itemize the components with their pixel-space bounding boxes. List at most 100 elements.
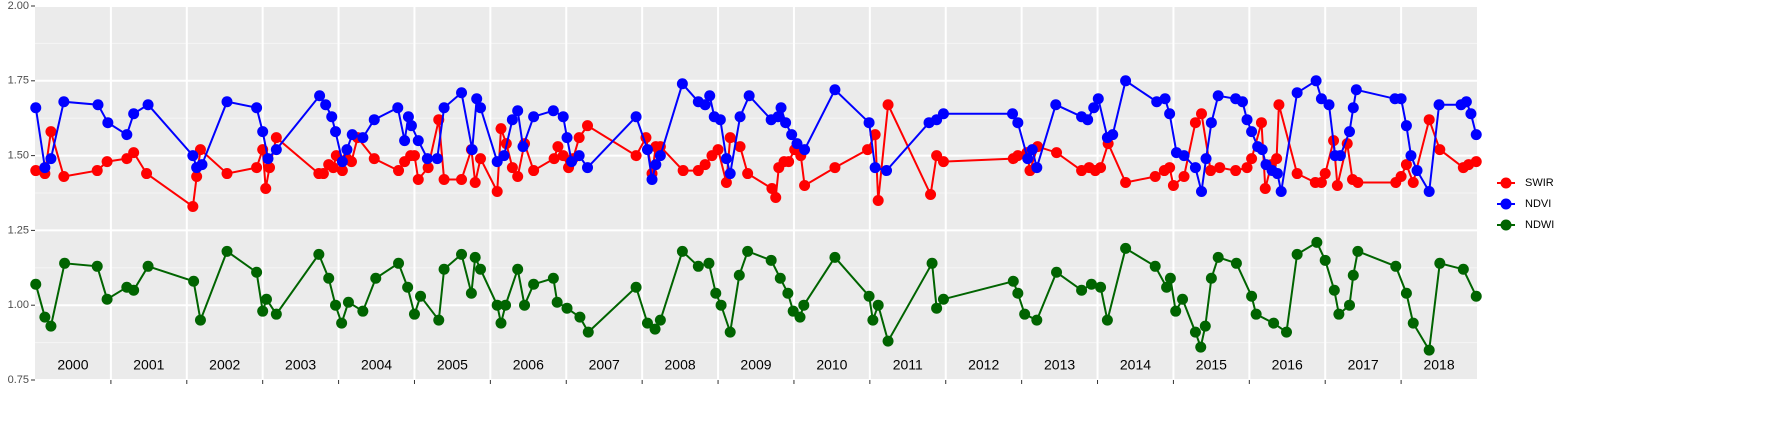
data-point <box>1291 168 1303 180</box>
data-point <box>882 99 894 111</box>
data-point <box>654 150 666 162</box>
data-point <box>191 171 203 183</box>
data-point <box>794 311 806 323</box>
data-point <box>1246 290 1258 302</box>
data-point <box>357 132 369 144</box>
data-point <box>766 183 778 195</box>
data-point <box>720 153 732 165</box>
data-point <box>491 186 503 198</box>
data-point <box>1433 99 1445 111</box>
data-point <box>1205 165 1217 177</box>
data-point <box>1076 284 1088 296</box>
data-point <box>1012 117 1024 129</box>
data-point <box>438 174 450 186</box>
data-point <box>1196 108 1208 120</box>
data-point <box>1470 290 1482 302</box>
data-point <box>421 153 433 165</box>
data-point <box>264 162 276 174</box>
data-point <box>431 153 443 165</box>
data-point <box>30 102 42 114</box>
data-point <box>881 165 893 177</box>
data-point <box>341 144 353 156</box>
data-point <box>1007 108 1019 120</box>
data-point <box>1319 254 1331 266</box>
data-point <box>791 138 803 150</box>
data-point <box>1120 75 1132 87</box>
data-point <box>528 278 540 290</box>
data-point <box>59 257 71 269</box>
data-point <box>45 320 57 332</box>
data-point <box>346 129 358 141</box>
data-point <box>724 326 736 338</box>
data-point <box>829 84 841 96</box>
data-point <box>1051 266 1063 278</box>
year-label: 2015 <box>1196 357 1227 373</box>
data-point <box>882 335 894 347</box>
data-point <box>1323 99 1335 111</box>
data-point <box>867 314 879 326</box>
data-point <box>704 90 716 102</box>
data-point <box>336 156 348 168</box>
data-point <box>45 126 57 138</box>
data-point <box>469 177 481 189</box>
data-point <box>582 162 594 174</box>
data-point <box>1347 102 1359 114</box>
data-point <box>30 278 42 290</box>
data-point <box>1241 114 1253 126</box>
data-point <box>475 102 487 114</box>
data-point <box>128 284 140 296</box>
data-point <box>320 99 332 111</box>
data-point <box>872 194 884 206</box>
data-point <box>260 293 272 305</box>
data-point <box>715 299 727 311</box>
data-point <box>469 251 481 263</box>
year-label: 2011 <box>893 357 923 373</box>
data-point <box>1101 314 1113 326</box>
year-label: 2009 <box>740 357 771 373</box>
data-point <box>194 144 206 156</box>
data-point <box>412 174 424 186</box>
data-point <box>547 105 559 117</box>
data-point <box>786 129 798 141</box>
data-point <box>1390 260 1402 272</box>
data-point <box>465 287 477 299</box>
y-tick-label: 1.50 <box>8 150 29 162</box>
data-point <box>326 111 338 123</box>
data-point <box>937 108 949 120</box>
data-point <box>650 159 662 171</box>
year-label: 2018 <box>1423 357 1454 373</box>
data-point <box>1205 117 1217 129</box>
data-point <box>506 162 518 174</box>
data-point <box>45 153 57 165</box>
data-point <box>345 156 357 168</box>
data-point <box>39 162 51 174</box>
data-point <box>368 153 380 165</box>
data-point <box>872 299 884 311</box>
data-point <box>1241 162 1253 174</box>
data-point <box>456 248 468 260</box>
data-point <box>142 260 154 272</box>
data-point <box>783 156 795 168</box>
data-point <box>720 177 732 189</box>
data-point <box>1470 156 1482 168</box>
data-point <box>692 260 704 272</box>
data-point <box>342 296 354 308</box>
data-point <box>869 129 881 141</box>
data-point <box>714 114 726 126</box>
data-point <box>1022 153 1034 165</box>
data-point <box>743 90 755 102</box>
data-point <box>438 263 450 275</box>
data-point <box>402 281 414 293</box>
data-point <box>677 165 689 177</box>
year-label: 2001 <box>133 357 164 373</box>
data-point <box>724 132 736 144</box>
data-point <box>221 245 233 257</box>
data-point <box>641 144 653 156</box>
data-point <box>1026 144 1038 156</box>
data-point <box>1255 117 1267 129</box>
data-point <box>862 144 874 156</box>
data-point <box>1170 305 1182 317</box>
data-point <box>1457 263 1469 275</box>
data-point <box>101 293 113 305</box>
legend-label: NDVI <box>1525 198 1551 210</box>
